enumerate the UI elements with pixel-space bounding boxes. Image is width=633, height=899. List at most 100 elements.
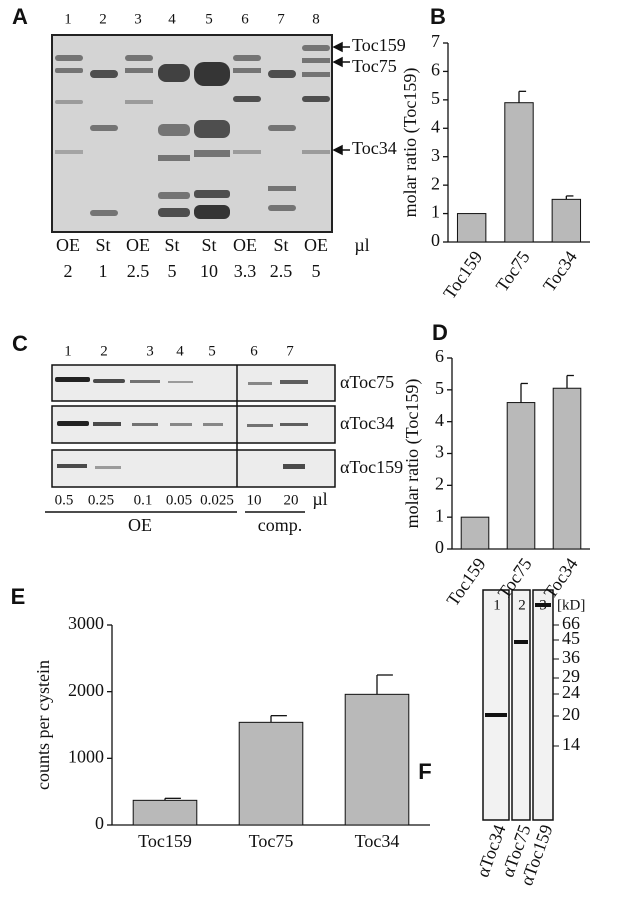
lane-number: 3 <box>134 11 142 27</box>
volume-label: 0.1 <box>134 492 153 508</box>
y-tick-label: 6 <box>431 60 440 80</box>
y-tick-label: 3 <box>431 145 440 165</box>
blot-image <box>482 589 554 821</box>
panel-label: C <box>12 331 28 356</box>
y-tick-label: 0 <box>435 537 444 557</box>
sample-label: St <box>95 235 110 255</box>
panel-label: B <box>430 4 446 29</box>
y-tick-label: 5 <box>431 88 440 108</box>
y-tick-label: 4 <box>431 116 440 136</box>
lane-number: 3 <box>146 343 154 359</box>
unit-label: [kD] <box>557 597 585 613</box>
sample-label: OE <box>233 235 257 255</box>
group-label: OE <box>128 515 152 535</box>
antibody-label: αToc75 <box>340 372 394 392</box>
y-tick-label: 3 <box>435 442 444 462</box>
panel-label: E <box>11 584 26 609</box>
marker-label: 14 <box>562 734 580 754</box>
lane-number: 8 <box>312 11 320 27</box>
volume-label: 0.25 <box>88 492 114 508</box>
blot-image <box>45 364 336 513</box>
lane-number: 1 <box>493 597 501 613</box>
volume-label: 5 <box>168 261 177 281</box>
antibody-label: αToc34 <box>340 413 394 433</box>
volume-label: 10 <box>200 261 218 281</box>
volume-label: 5 <box>312 261 321 281</box>
x-tick-label: Toc75 <box>492 247 534 295</box>
lane-number: 7 <box>286 343 294 359</box>
bar <box>552 387 582 550</box>
x-tick-label: Toc159 <box>138 831 192 851</box>
y-tick-label: 2 <box>435 473 444 493</box>
panel-label: F <box>418 759 431 784</box>
sample-label: OE <box>304 235 328 255</box>
error-bar <box>565 195 574 200</box>
gel-image <box>51 34 350 233</box>
x-tick-label: Toc34 <box>539 247 581 295</box>
volume-label: 2 <box>64 261 73 281</box>
lane-number: 2 <box>99 11 107 27</box>
error-bar <box>566 374 574 389</box>
protein-label: Toc75 <box>352 56 397 76</box>
antibody-label: αToc159 <box>340 457 403 477</box>
sample-label: St <box>164 235 179 255</box>
sample-label: OE <box>56 235 80 255</box>
sample-label: St <box>201 235 216 255</box>
bar <box>132 799 198 826</box>
panel-label: D <box>432 320 448 345</box>
marker-label: 36 <box>562 647 580 667</box>
volume-label: 2.5 <box>270 261 293 281</box>
y-axis-title: molar ratio (Toc159) <box>400 68 421 218</box>
protein-label: Toc34 <box>352 138 397 158</box>
x-tick-label: Toc75 <box>249 831 294 851</box>
bar <box>344 693 410 826</box>
y-tick-label: 6 <box>435 346 444 366</box>
lane-number: 6 <box>250 343 258 359</box>
marker-label: 20 <box>562 704 580 724</box>
bar <box>238 721 304 826</box>
lane-number: 1 <box>64 343 72 359</box>
lane-number: 4 <box>176 343 184 359</box>
lane-number: 7 <box>277 11 285 27</box>
sample-label: St <box>273 235 288 255</box>
error-bar <box>520 382 528 403</box>
bar <box>551 198 582 243</box>
y-tick-label: 2000 <box>68 680 104 700</box>
y-tick-label: 1 <box>435 505 444 525</box>
lane-number: 5 <box>205 11 213 27</box>
x-tick-label: Toc34 <box>540 554 582 602</box>
lane-number: 1 <box>64 11 72 27</box>
y-tick-label: 3000 <box>68 613 104 633</box>
volume-label: 20 <box>284 492 299 508</box>
x-tick-label: Toc159 <box>439 247 486 302</box>
y-tick-label: 2 <box>431 173 440 193</box>
marker-label: 29 <box>562 666 580 686</box>
bar <box>456 213 487 243</box>
y-axis-title: counts per cystein <box>33 660 53 790</box>
marker-label: 66 <box>562 613 580 633</box>
volume-label: 0.025 <box>200 492 234 508</box>
panel-label: A <box>12 4 28 29</box>
bar <box>504 102 534 243</box>
lane-number: 6 <box>241 11 249 27</box>
y-axis-title: molar ratio (Toc159) <box>402 379 423 529</box>
x-tick-label: Toc34 <box>355 831 400 851</box>
lane-number: 2 <box>518 597 526 613</box>
unit-label: µl <box>312 489 327 509</box>
volume-label: 3.3 <box>234 261 257 281</box>
y-tick-label: 5 <box>435 378 444 398</box>
bar <box>506 402 536 550</box>
y-tick-label: 0 <box>95 813 104 833</box>
volume-label: 0.05 <box>166 492 192 508</box>
marker-label: 24 <box>562 682 580 702</box>
volume-label: 1 <box>99 261 108 281</box>
y-tick-label: 4 <box>435 410 444 430</box>
lane-number: 5 <box>208 343 216 359</box>
y-tick-label: 1 <box>431 202 440 222</box>
volume-label: 10 <box>247 492 262 508</box>
error-bar <box>376 674 393 695</box>
error-bar <box>164 797 181 801</box>
unit-label: µl <box>354 235 369 255</box>
marker-label: 45 <box>562 628 580 648</box>
